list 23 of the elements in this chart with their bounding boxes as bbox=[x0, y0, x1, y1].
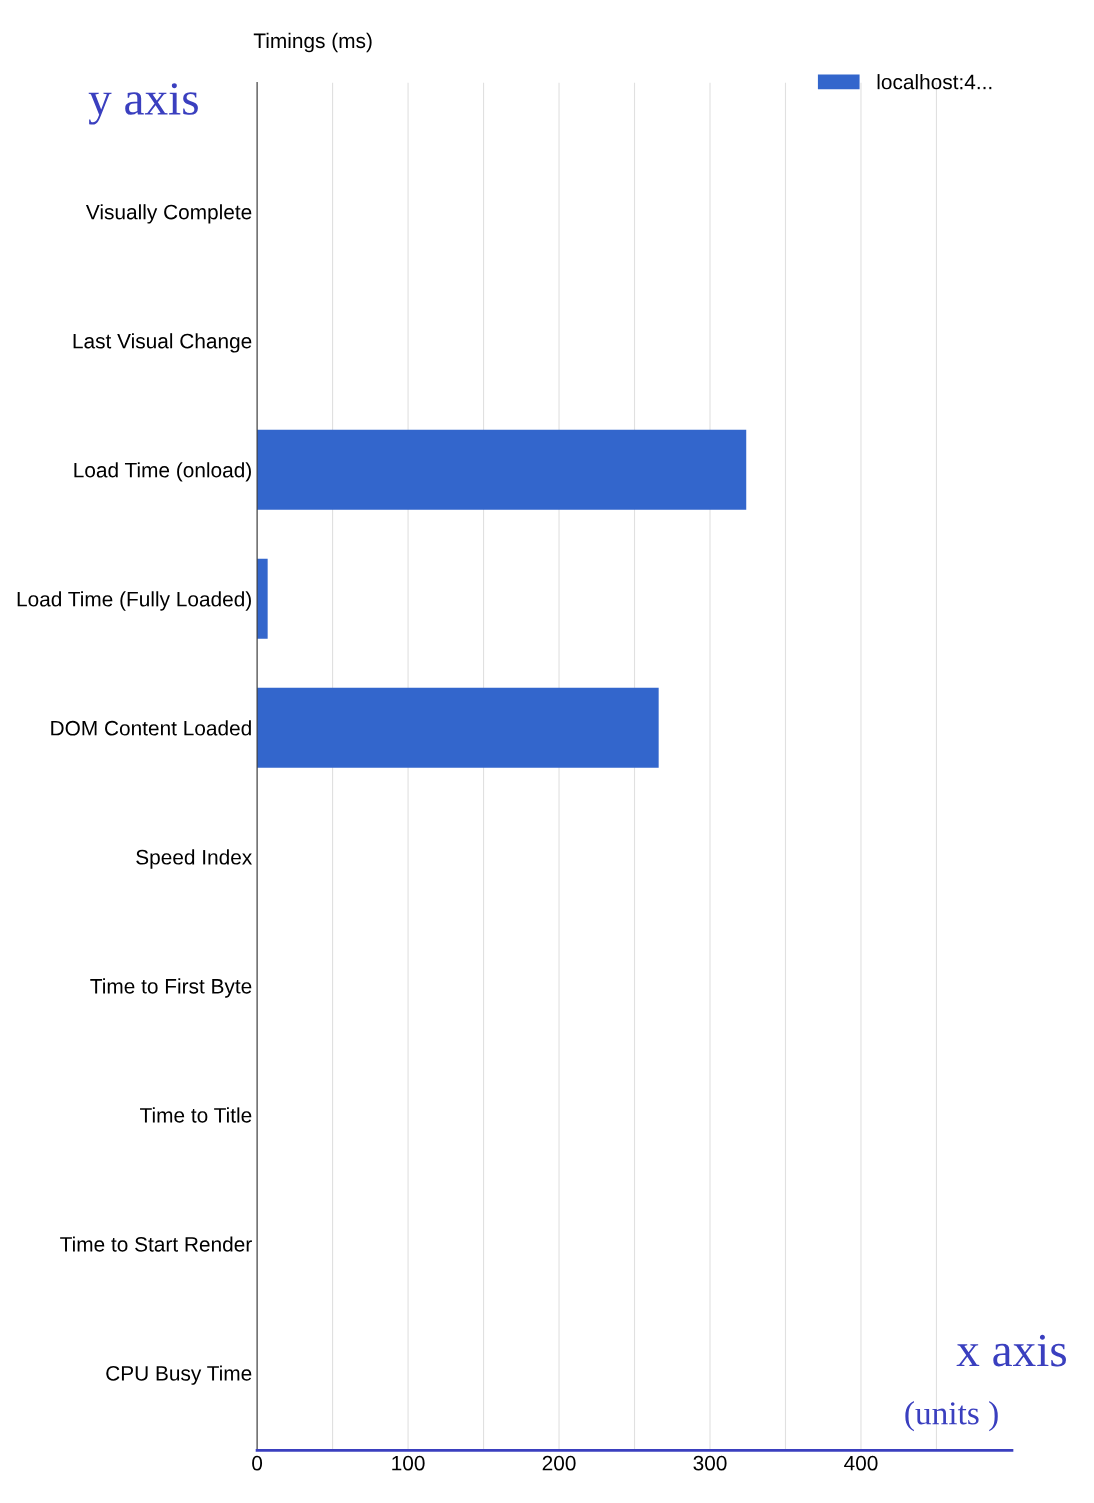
y-tick-label: Load Time (onload) bbox=[74, 462, 251, 482]
y-tick-label: Visually Complete bbox=[85, 204, 252, 224]
bar bbox=[257, 687, 659, 768]
x-tick-label: 200 bbox=[542, 1455, 576, 1471]
x-tick-label: 400 bbox=[844, 1455, 878, 1471]
bar bbox=[257, 429, 747, 510]
y-tick-label: CPU Busy Time bbox=[106, 1365, 252, 1385]
legend-label: localhost:4... bbox=[877, 74, 992, 90]
annotation: (units ) bbox=[905, 1401, 998, 1432]
y-tick-label: DOM Content Loaded bbox=[51, 720, 251, 736]
y-tick-label: Time to Title bbox=[140, 1107, 252, 1123]
y-tick-label: Time to First Byte bbox=[90, 978, 252, 998]
chart-title: Timings (ms) bbox=[253, 32, 372, 53]
y-tick-label: Speed Index bbox=[136, 849, 253, 869]
x-tick-label: 100 bbox=[392, 1455, 425, 1471]
y-tick-label: Time to Start Render bbox=[60, 1236, 252, 1252]
y-tick-label: Last Visual Change bbox=[73, 333, 252, 353]
x-tick-label: 300 bbox=[693, 1455, 727, 1471]
bar bbox=[257, 558, 268, 639]
text: y axis bbox=[88, 83, 198, 125]
annotation: x axis bbox=[956, 1334, 1066, 1367]
y-tick-label: Load Time (Fully Loaded) bbox=[17, 591, 251, 611]
x-tick-label: 0 bbox=[252, 1455, 263, 1471]
